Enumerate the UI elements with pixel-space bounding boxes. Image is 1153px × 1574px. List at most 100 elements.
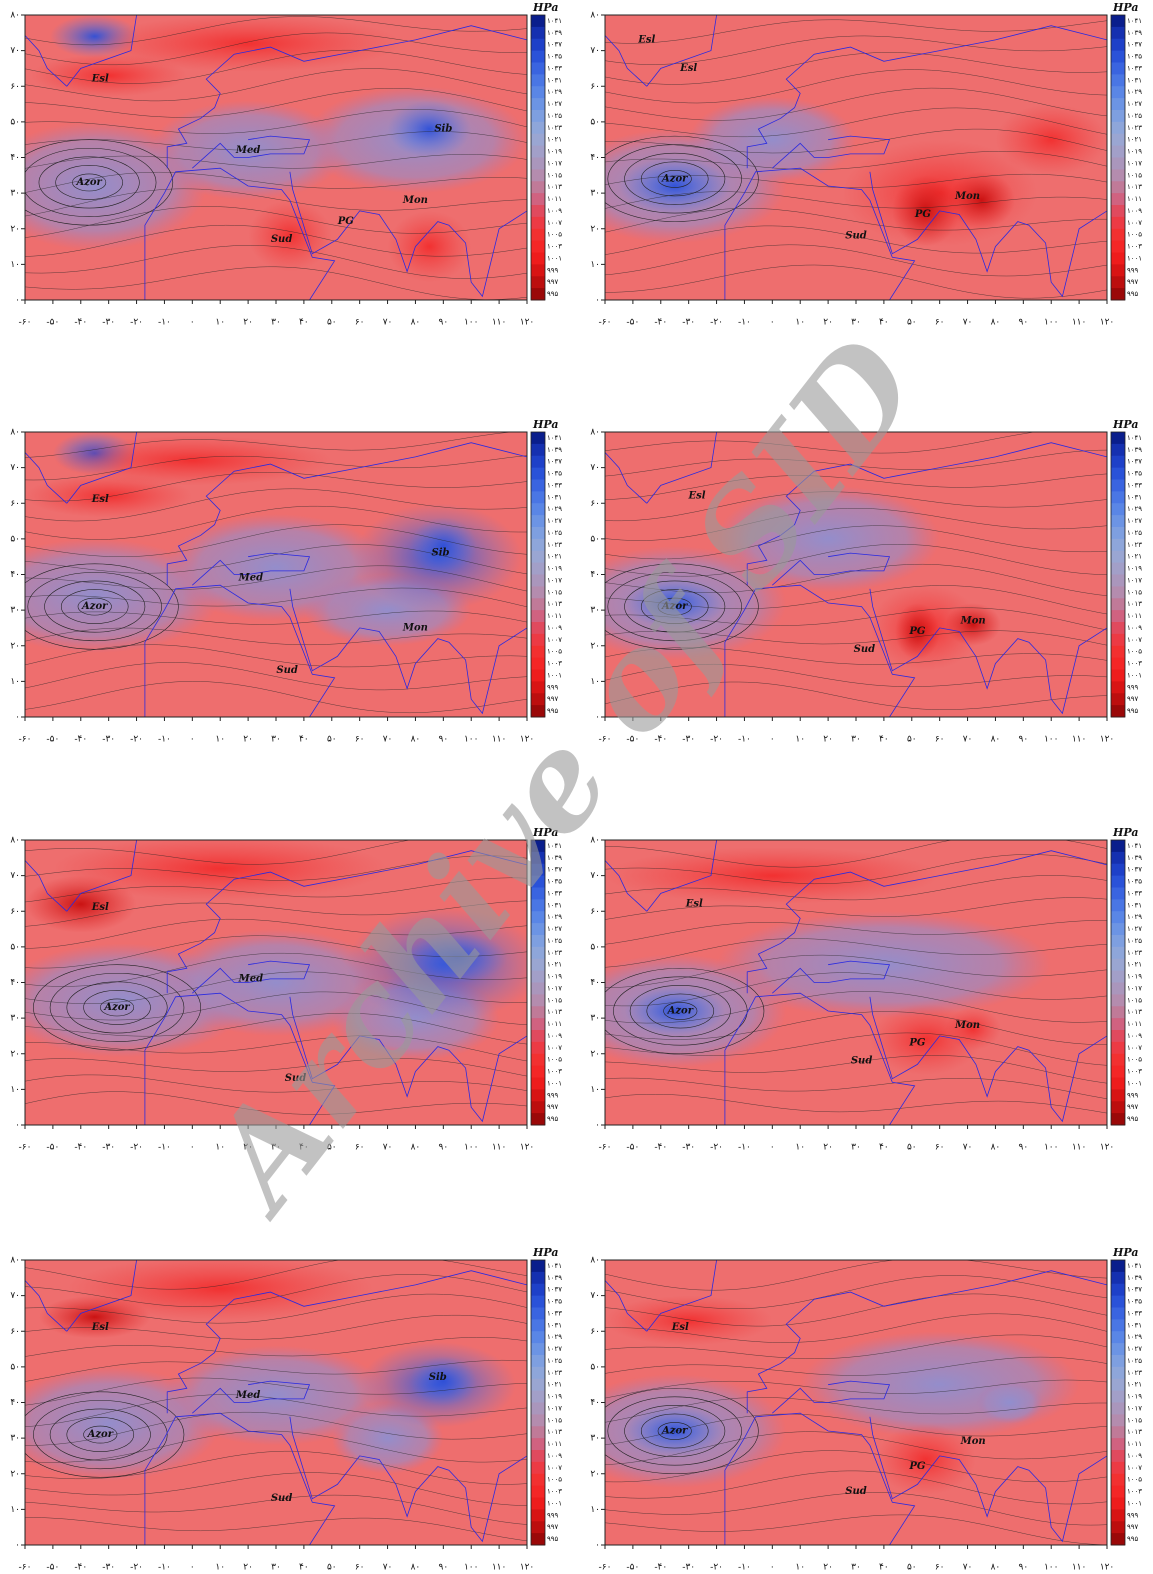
- x-tick-label: ۱۰۰: [1044, 1143, 1059, 1153]
- colorbar-label: ۱۰۱۹: [547, 148, 562, 156]
- colorbar-label: ۱۰۱۵: [547, 588, 562, 596]
- colorbar-swatch: [531, 98, 545, 111]
- y-tick-label: ۸۰: [590, 11, 600, 21]
- center-label: Esl: [671, 1322, 689, 1333]
- colorbar-swatch: [1111, 1319, 1125, 1332]
- colorbar-label: ۱۰۲۳: [547, 124, 562, 132]
- y-tick-label: ۲۰: [10, 641, 20, 651]
- colorbar-unit: HPa: [1112, 1246, 1139, 1259]
- colorbar-swatch: [531, 1497, 545, 1510]
- x-tick-label: -۶۰: [599, 1143, 612, 1153]
- x-tick-label: -۳۰: [682, 735, 695, 745]
- x-tick-label: ۹۰: [438, 735, 448, 745]
- x-tick-label: ۷۰: [963, 1563, 973, 1573]
- center-label: Sib: [429, 1372, 447, 1383]
- x-tick-label: ۱۲۰: [520, 735, 535, 745]
- colorbar-label: ۱۰۲۹: [547, 505, 562, 513]
- pressure-cell: [624, 986, 725, 1036]
- colorbar-swatch: [1111, 899, 1125, 912]
- colorbar-unit: HPa: [532, 826, 559, 839]
- map-field: [605, 432, 1107, 717]
- colorbar-label: ۱۰۳۹: [547, 854, 562, 862]
- colorbar-swatch: [1111, 467, 1125, 480]
- colorbar-swatch: [1111, 1461, 1125, 1475]
- colorbar-swatch: [1111, 1030, 1125, 1043]
- colorbar-swatch: [1111, 1355, 1125, 1368]
- x-tick-label: ۰: [190, 1143, 195, 1153]
- colorbar-swatch: [531, 610, 545, 623]
- map-field: [605, 15, 1107, 300]
- y-tick-label: ۰: [595, 1121, 600, 1131]
- colorbar-label: ۱۰۱۵: [1127, 1416, 1142, 1424]
- x-tick-label: -۴۰: [654, 1143, 667, 1153]
- colorbar-swatch: [531, 1006, 545, 1019]
- isobar: [25, 840, 527, 865]
- isobar: [605, 1450, 1107, 1483]
- isobar: [77, 597, 112, 616]
- x-tick-label: ۹۰: [438, 1143, 448, 1153]
- x-tick-label: -۶۰: [19, 735, 32, 745]
- colorbar-swatch: [1111, 1260, 1125, 1273]
- isobar: [33, 1400, 168, 1470]
- isobar: [605, 473, 1107, 500]
- colorbar-label: ۱۰۰۹: [547, 624, 562, 632]
- colorbar-swatch: [531, 1533, 545, 1546]
- y-tick-label: ۸۰: [10, 428, 20, 438]
- colorbar-label: ۱۰۳۵: [547, 470, 562, 478]
- colorbar-swatch: [1111, 1378, 1125, 1392]
- colorbar-label: ۱۰۴۱: [547, 1262, 562, 1270]
- y-tick-label: ۲۰: [10, 1049, 20, 1059]
- x-tick-label: ۱۱۰: [1072, 1563, 1087, 1573]
- colorbar-swatch: [531, 1343, 545, 1356]
- colorbar-swatch: [531, 645, 545, 659]
- colorbar-swatch: [1111, 1283, 1125, 1297]
- y-tick-label: ۰: [15, 1541, 20, 1551]
- pressure-cell: [66, 1260, 374, 1321]
- isobar: [25, 587, 527, 608]
- isobar: [66, 981, 168, 1034]
- x-tick-label: ۶۰: [355, 1563, 365, 1573]
- x-tick-label: -۲۰: [130, 1143, 143, 1153]
- x-tick-label: ۱۰۰: [464, 735, 479, 745]
- colorbar-swatch: [531, 252, 545, 265]
- colorbar-swatch: [531, 550, 545, 564]
- coastline: [746, 25, 1107, 169]
- isobar: [38, 156, 140, 209]
- colorbar-label: ۱۰۱۵: [1127, 588, 1142, 596]
- isobar: [25, 68, 527, 102]
- colorbar-swatch: [1111, 145, 1125, 158]
- colorbar-swatch: [531, 1077, 545, 1090]
- colorbar-label: ۹۹۵: [547, 1535, 559, 1543]
- colorbar-label: ۱۰۱۳: [1127, 1428, 1142, 1436]
- colorbar-swatch: [531, 515, 545, 528]
- map-panel: Esl Med Azor Sud -۶۰ -۵۰ -۴۰ -۳۰ -۲۰ -۱۰ ۰ ۱۰ ۲۰ ۳۰ ۴۰…: [10, 826, 562, 1153]
- map-panel: Esl Med Azor Sib Mon Sud -۶۰ -۵۰ -۴۰ -۳۰ -۲۰ -۱۰ ۰ ۱۰…: [10, 418, 562, 745]
- x-tick-label: -۲۰: [710, 318, 723, 328]
- colorbar-swatch: [1111, 610, 1125, 623]
- y-tick-label: ۴۰: [590, 153, 600, 163]
- colorbar-label: ۱۰۲۹: [547, 913, 562, 921]
- colorbar-label: ۱۰۰۳: [1127, 1068, 1142, 1076]
- isobar: [605, 191, 1107, 209]
- x-tick-label: ۸۰: [411, 1563, 421, 1573]
- isobar: [25, 855, 527, 881]
- y-tick-label: ۸۰: [590, 1256, 600, 1266]
- coastline: [192, 552, 311, 586]
- colorbar-label: ۱۰۲۳: [547, 949, 562, 957]
- center-label: Sib: [434, 124, 452, 135]
- center-label: Esl: [91, 1322, 109, 1333]
- isobar: [25, 1337, 527, 1357]
- x-tick-label: -۳۰: [102, 318, 115, 328]
- colorbar-swatch: [1111, 515, 1125, 528]
- colorbar-swatch: [531, 26, 545, 40]
- colorbar-label: ۱۰۰۳: [1127, 1488, 1142, 1496]
- isobar: [605, 173, 1107, 189]
- colorbar-swatch: [531, 1053, 545, 1067]
- colorbar-label: ۱۰۱۹: [1127, 1393, 1142, 1401]
- colorbar-swatch: [531, 62, 545, 75]
- isobar: [605, 128, 1107, 154]
- colorbar-label: ۱۰۰۳: [1127, 243, 1142, 251]
- coastline: [605, 1260, 648, 1332]
